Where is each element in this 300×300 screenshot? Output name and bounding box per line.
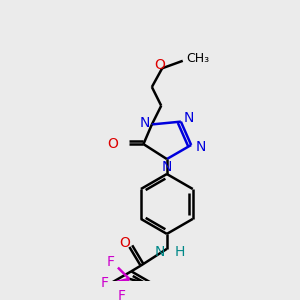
Text: N: N <box>195 140 206 154</box>
Text: CH₃: CH₃ <box>186 52 209 65</box>
Text: N: N <box>183 111 194 125</box>
Text: F: F <box>101 276 109 289</box>
Text: F: F <box>118 289 126 300</box>
Text: O: O <box>119 236 130 250</box>
Text: O: O <box>107 137 118 151</box>
Text: N: N <box>155 245 166 259</box>
Text: F: F <box>106 255 114 269</box>
Text: O: O <box>154 58 165 73</box>
Text: N: N <box>162 160 172 175</box>
Text: H: H <box>175 245 185 259</box>
Text: N: N <box>139 116 150 130</box>
